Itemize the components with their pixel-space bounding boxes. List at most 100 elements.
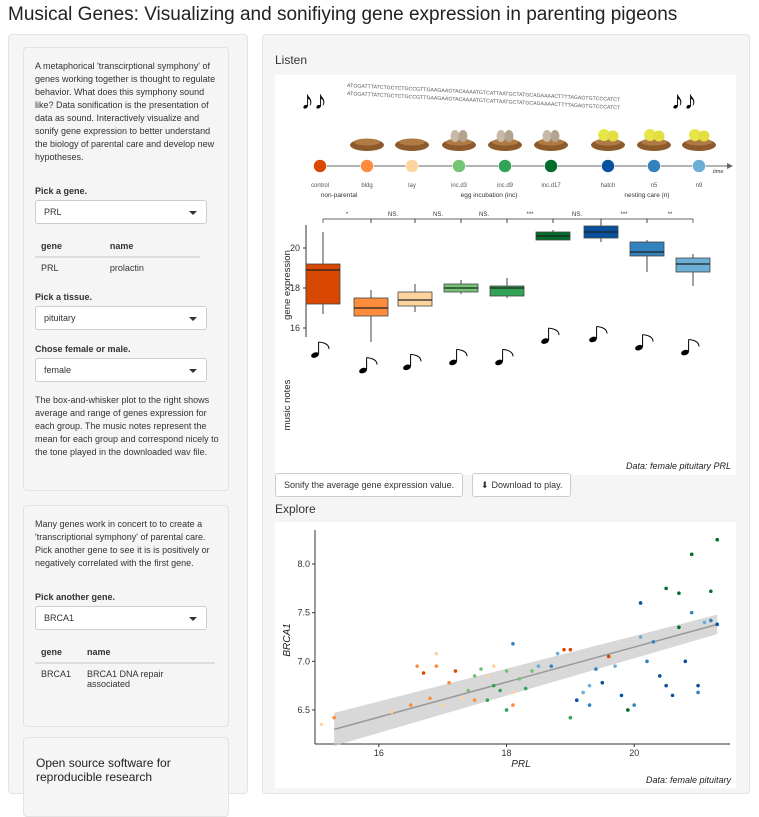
- sex-label: Chose female or male.: [35, 344, 131, 354]
- note-flag: [596, 325, 608, 334]
- stage-dots: control bldg lay inc.d3 inc.d9 inc.d17 hatch n5…: [311, 159, 706, 189]
- note-head: [589, 336, 597, 343]
- scatter-point: [664, 586, 668, 591]
- egg-icon: [458, 130, 468, 142]
- scatter-point: [638, 601, 643, 605]
- confidence-band: [334, 614, 718, 746]
- another-gene-select[interactable]: BRCA1: [35, 606, 207, 630]
- scatter-point: [626, 708, 630, 712]
- chevron-down-icon: [189, 317, 197, 321]
- scatter-point: [689, 610, 694, 615]
- note-flag: [502, 348, 514, 357]
- scatter-point: [651, 640, 656, 644]
- note-flag: [318, 341, 330, 350]
- chick-icon: [698, 130, 710, 142]
- note-head: [311, 352, 319, 358]
- stage-dot: [313, 159, 327, 173]
- cell-name: BRCA1 DNA repair associated: [87, 669, 164, 689]
- x-tick-label: 16: [374, 748, 384, 758]
- scatter-point: [466, 688, 471, 693]
- scatter-point: [485, 674, 490, 678]
- sonify-button[interactable]: Sonify the average gene expression value…: [275, 473, 464, 497]
- stage-label: lay: [408, 183, 416, 189]
- gene-label: Pick a gene.: [35, 186, 88, 196]
- y-tick-label: 7.5: [297, 608, 310, 618]
- scatter-point: [689, 552, 694, 557]
- stage-label: n9: [696, 183, 703, 189]
- sex-select[interactable]: female: [35, 358, 207, 382]
- scatter-point: [517, 677, 522, 681]
- download-button-label: Download to play.: [491, 480, 563, 490]
- scatter-point: [555, 651, 560, 656]
- scatter-point: [664, 683, 668, 688]
- significance-bracket: [646, 218, 694, 223]
- scatter-point: [581, 690, 585, 695]
- stage-label: inc.d17: [541, 183, 561, 189]
- scatter-point: [460, 696, 464, 701]
- scatter-point: [549, 664, 554, 668]
- timeline-arrow-icon: [727, 163, 733, 169]
- phase-label-incubation: egg incubation (inc): [461, 192, 518, 199]
- music-note-icon: ♪♪: [301, 85, 327, 115]
- boxplot-ylabel: gene expression: [282, 250, 293, 320]
- chick-icon: [607, 130, 619, 142]
- scatter-point: [447, 680, 451, 685]
- scatter-point: [645, 659, 649, 664]
- time-label: time: [713, 169, 723, 175]
- significance-bracket: [460, 218, 508, 223]
- note-flag: [410, 353, 422, 362]
- note-head: [541, 338, 549, 344]
- second-intro-text: Many genes work in concert to to create …: [35, 519, 210, 568]
- significance-bracket: [322, 218, 372, 223]
- nest-icon: [538, 138, 564, 146]
- scatter-point: [485, 698, 490, 703]
- scatter-point: [670, 693, 675, 698]
- sidebar: A metaphorical 'transcirptional symphony…: [8, 34, 248, 817]
- stage-dot: [405, 159, 419, 173]
- gene-controls-panel: A metaphorical 'transcirptional symphony…: [23, 47, 229, 491]
- tissue-select-value: pituitary: [44, 313, 76, 323]
- stage-dot: [647, 159, 661, 173]
- note-flag: [688, 339, 700, 347]
- stage-label: inc.d9: [497, 183, 514, 189]
- scatter-point: [472, 674, 477, 678]
- stage-label: bldg: [361, 183, 372, 189]
- scatter-point: [657, 674, 662, 678]
- scatter-point: [408, 703, 413, 707]
- y-tick-label: 7.0: [297, 656, 310, 666]
- chevron-down-icon: [189, 211, 197, 215]
- scatter-point: [696, 683, 700, 688]
- another-gene-select-value: BRCA1: [44, 613, 75, 623]
- box: [397, 291, 433, 307]
- tissue-select[interactable]: pituitary: [35, 306, 207, 330]
- open-source-panel: Open source software for reproducible re…: [23, 737, 229, 817]
- table-row: BRCA1 BRCA1 DNA repair associated: [35, 663, 215, 694]
- cell-name: prolactin: [109, 263, 144, 273]
- scatter-point: [389, 710, 394, 714]
- egg-icon: [504, 130, 514, 142]
- chick-icon: [689, 129, 701, 141]
- scatter-point: [530, 669, 534, 673]
- stage-dot: [601, 159, 615, 173]
- download-button[interactable]: ⬇ Download to play.: [472, 473, 572, 497]
- stage-dot: [498, 159, 512, 173]
- scatter-point: [440, 703, 445, 707]
- egg-icon: [542, 130, 552, 142]
- scatter-point: [319, 722, 324, 727]
- gene-select[interactable]: PRL: [35, 200, 207, 224]
- stage-label: control: [311, 183, 329, 189]
- scatter-point: [677, 591, 681, 596]
- note-head: [449, 359, 457, 366]
- scatter-point: [562, 647, 566, 652]
- box: [305, 263, 341, 305]
- scatter-point: [677, 625, 681, 630]
- col-gene: gene: [35, 236, 104, 258]
- notes-ylabel: music notes: [282, 379, 293, 430]
- scatter-point: [587, 683, 592, 688]
- stage-label: hatch: [601, 183, 616, 189]
- nest-icon: [492, 138, 518, 146]
- note-flag: [366, 357, 378, 365]
- box: [629, 241, 665, 257]
- scatter-caption: Data: female pituitary: [646, 775, 732, 785]
- significance-label: NS.: [572, 212, 582, 218]
